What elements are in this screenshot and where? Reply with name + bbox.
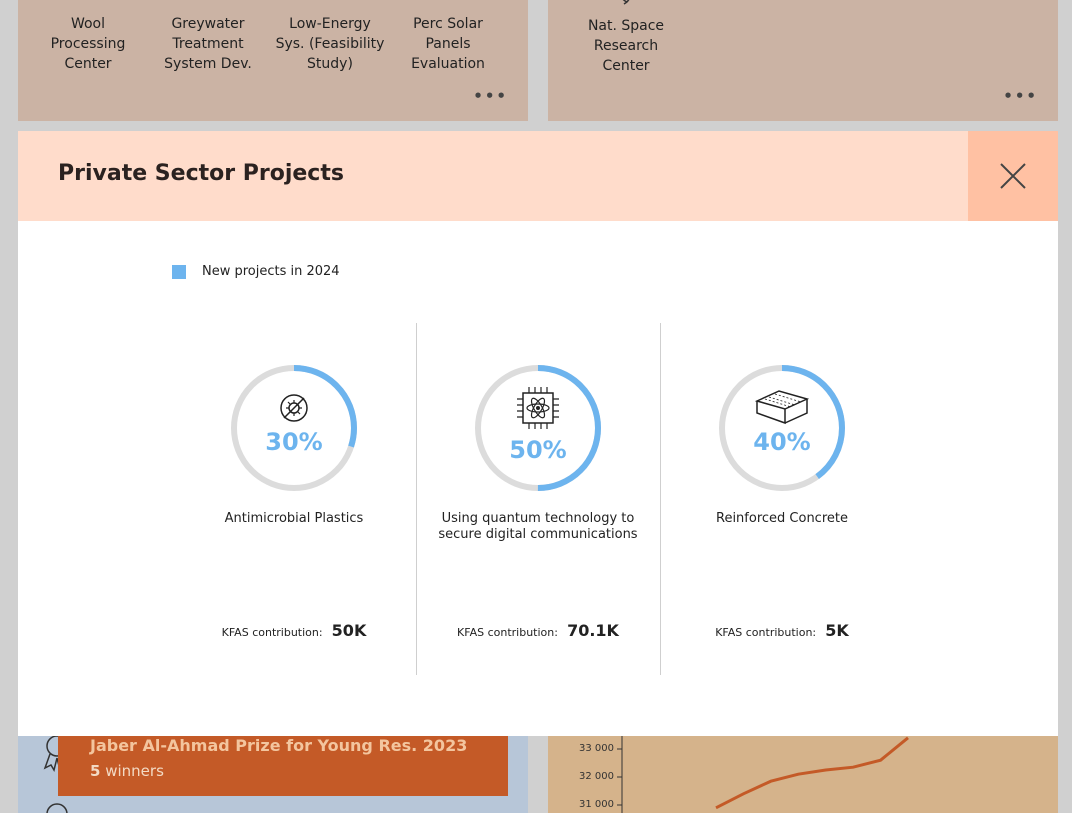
- column-divider: [416, 323, 417, 675]
- progress-ring: 30%: [229, 363, 359, 493]
- progress-ring-svg: [719, 365, 845, 491]
- contrib-value: 5K: [825, 621, 849, 640]
- progress-arc: [231, 365, 357, 491]
- progress-ring: 40%: [717, 363, 847, 493]
- percent-label: 50%: [509, 436, 567, 464]
- prize-winners: 5 winners: [90, 762, 164, 780]
- kpi-label: Reinforced Concrete: [716, 511, 848, 526]
- progress-ring: 50%: [473, 363, 603, 493]
- kpi-label: Using quantum technology to secure digit…: [438, 511, 638, 542]
- percent-label: 30%: [265, 428, 323, 456]
- kpi-quantum-communications: 50% Using quantum technology to secure d…: [438, 363, 638, 543]
- close-button[interactable]: [968, 131, 1058, 221]
- rocket-icon: [622, 0, 630, 5]
- progress-arc: [475, 365, 601, 491]
- prize-card: Jaber Al-Ahmad Prize for Young Res. 2023…: [18, 736, 528, 813]
- contrib-label: KFAS contribution:: [221, 626, 323, 639]
- kpi-antimicrobial-plastics: 30% Antimicrobial Plastics: [194, 363, 394, 527]
- bg-line-chart: 33 000 32 000 31 000: [548, 736, 1058, 813]
- modal-header: Private Sector Projects: [18, 131, 1058, 221]
- line-chart-plot: [617, 736, 909, 813]
- private-sector-modal: Private Sector Projects New projects in …: [18, 131, 1058, 736]
- kfas-contribution: KFAS contribution: 70.1K: [428, 621, 648, 640]
- kfas-contribution: KFAS contribution: 50K: [184, 621, 404, 640]
- antimicrobial-icon: [280, 394, 308, 422]
- contrib-label: KFAS contribution:: [457, 626, 558, 639]
- y-tick-label: 31 000: [579, 799, 614, 810]
- contrib-label: KFAS contribution:: [715, 626, 817, 639]
- more-options-icon[interactable]: •••: [1003, 87, 1038, 105]
- kfas-contribution: KFAS contribution: 5K: [672, 621, 892, 640]
- contrib-value: 50K: [331, 621, 367, 640]
- project-item[interactable]: Greywater Treatment System Dev.: [164, 16, 252, 72]
- y-tick-label: 33 000: [579, 743, 614, 754]
- project-item[interactable]: Perc Solar Panels Evaluation: [411, 16, 485, 72]
- kpi-reinforced-concrete: 40% Reinforced Concrete: [682, 363, 882, 527]
- project-item[interactable]: Nat. Space Research Center: [587, 18, 665, 74]
- series-line: [715, 736, 909, 810]
- progress-ring-svg: [231, 365, 357, 491]
- contrib-value: 70.1K: [567, 621, 619, 640]
- award-icon: [46, 803, 68, 813]
- progress-arc: [719, 365, 845, 491]
- kpi-label: Antimicrobial Plastics: [224, 511, 364, 526]
- prize-box[interactable]: Jaber Al-Ahmad Prize for Young Res. 2023…: [58, 736, 508, 796]
- prize-title: Jaber Al-Ahmad Prize for Young Res. 2023: [90, 736, 468, 755]
- modal-title: Private Sector Projects: [58, 161, 344, 186]
- legend-swatch: [172, 264, 186, 279]
- y-tick-label: 32 000: [579, 771, 614, 782]
- legend-label: New projects in 2024: [202, 264, 340, 279]
- chart-legend: New projects in 2024: [172, 264, 340, 279]
- percent-label: 40%: [753, 428, 811, 456]
- project-item[interactable]: Low-Energy Sys. (Feasibility Study): [275, 16, 385, 72]
- project-item[interactable]: Wool Processing Center: [50, 16, 126, 72]
- project-card-top-right: Nat. Space Research Center •••: [548, 0, 1058, 121]
- close-icon: [1000, 163, 1026, 189]
- concrete-block-icon: [755, 390, 809, 425]
- project-card-top-left: Wool Processing Center Greywater Treatme…: [18, 0, 528, 121]
- more-options-icon[interactable]: •••: [473, 87, 508, 105]
- quantum-chip-icon: [517, 387, 559, 429]
- column-divider: [660, 323, 661, 675]
- progress-ring-svg: [475, 365, 601, 491]
